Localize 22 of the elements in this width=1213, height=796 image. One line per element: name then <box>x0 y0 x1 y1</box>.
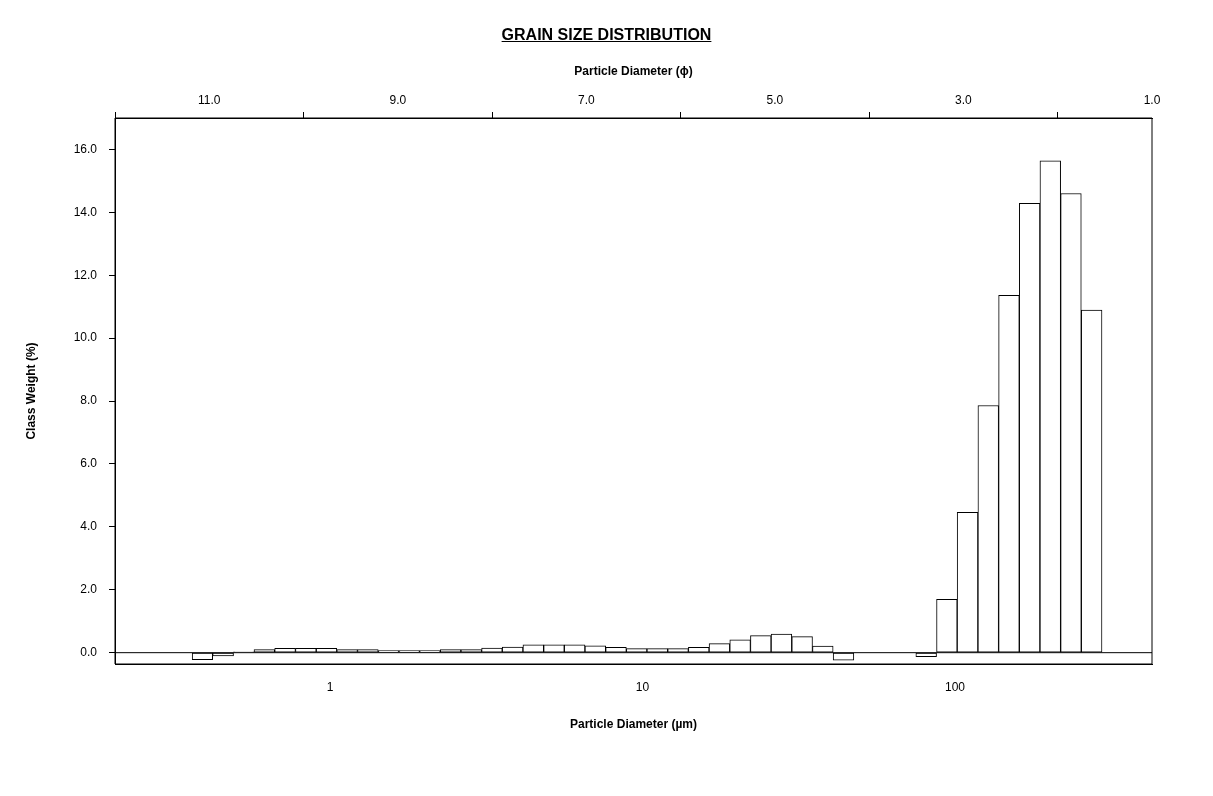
x2-tick-label: 3.0 <box>955 93 973 108</box>
y-tick-label: 10.0 <box>73 330 98 345</box>
y-tick-label: 4.0 <box>80 519 98 534</box>
y-tick-label: 16.0 <box>73 141 98 156</box>
x2-tick-label: 5.0 <box>766 93 784 108</box>
x2-tick-label: 7.0 <box>578 93 596 108</box>
x2-tick-label: 1.0 <box>1143 93 1161 108</box>
x-axis-title: Particle Diameter (µm) <box>570 717 697 732</box>
chart-title: GRAIN SIZE DISTRIBUTION <box>501 26 712 43</box>
y-tick-label: 14.0 <box>73 204 98 219</box>
y-tick-label: 6.0 <box>80 456 98 471</box>
y-tick-label: 8.0 <box>80 393 98 408</box>
x-tick-label: 100 <box>944 679 966 694</box>
x2-tick-label: 9.0 <box>389 93 407 108</box>
x2-tick-label: 11.0 <box>198 93 221 108</box>
x2-axis-title: Particle Diameter (ϕ) <box>574 63 693 78</box>
x-tick-label: 10 <box>635 679 650 694</box>
x-tick-label: 1 <box>326 679 334 694</box>
y-tick-label: 2.0 <box>80 582 98 597</box>
y-axis-title: Class Weight (%) <box>23 342 38 440</box>
y-tick-label: 0.0 <box>80 644 98 659</box>
y-tick-label: 12.0 <box>73 267 98 282</box>
